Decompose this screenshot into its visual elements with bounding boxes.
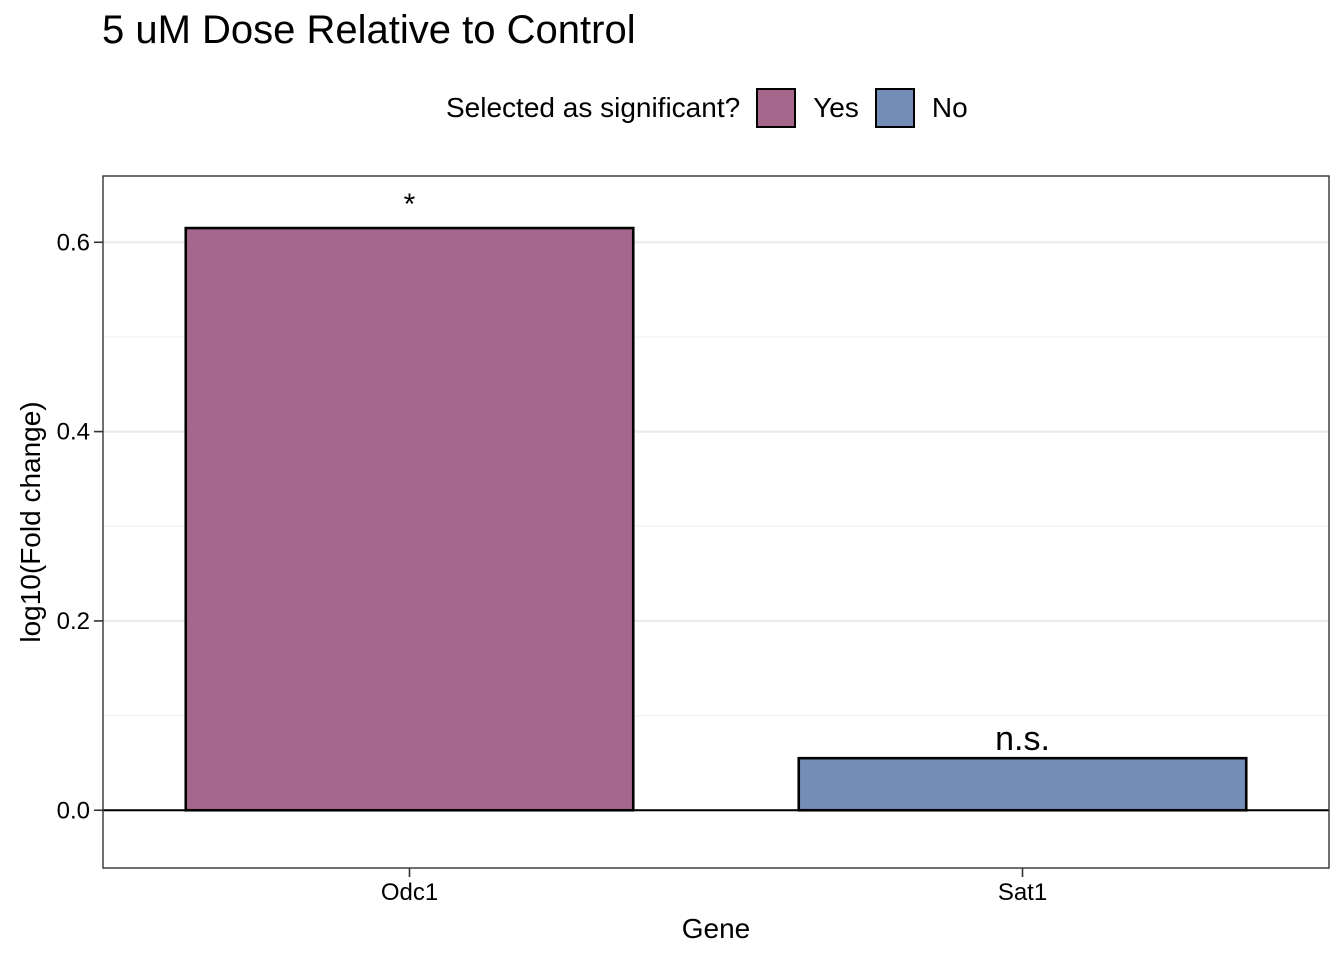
legend-item-no: No <box>874 88 968 128</box>
y-tick-label: 0.2 <box>57 608 90 635</box>
y-tick-label: 0.4 <box>57 419 90 446</box>
y-axis-title: log10(Fold change) <box>15 401 46 642</box>
legend-swatch-no <box>874 88 915 128</box>
legend-title: Selected as significant? <box>446 92 741 123</box>
legend-label-yes: Yes <box>813 92 859 123</box>
significance-label-odc1: * <box>404 188 416 221</box>
chart-title: 5 uM Dose Relative to Control <box>102 8 636 52</box>
bar-odc1 <box>184 226 635 812</box>
legend-label-no: No <box>931 92 968 123</box>
y-tick-label: 0.0 <box>57 797 90 824</box>
x-tick-label-sat1: Sat1 <box>998 879 1047 906</box>
significance-label-sat1: n.s. <box>995 720 1050 758</box>
bar-sat1 <box>797 756 1248 812</box>
legend: Selected as significant? Yes No <box>446 86 984 130</box>
x-tick-label-odc1: Odc1 <box>381 879 438 906</box>
axes: 0.0 0.2 0.4 0.6 Odc1 Sat1 <box>57 229 1048 906</box>
x-axis-title: Gene <box>682 913 751 944</box>
significance-labels: * n.s. <box>404 188 1050 758</box>
bars <box>103 226 1329 812</box>
y-tick-label: 0.6 <box>57 229 90 256</box>
legend-item-yes: Yes <box>756 88 859 128</box>
legend-swatch-yes <box>756 88 797 128</box>
plot-panel-border <box>102 175 1330 869</box>
